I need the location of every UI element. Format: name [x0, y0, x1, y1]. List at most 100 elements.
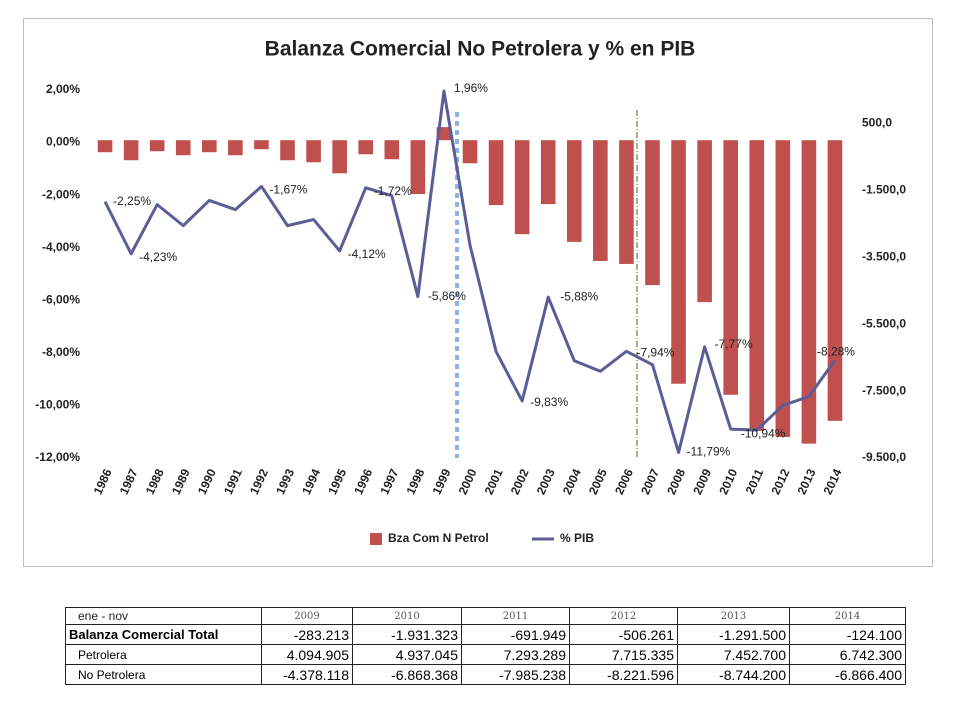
bar — [723, 140, 738, 395]
table-cell: -6.866.400 — [789, 664, 906, 685]
table-cell: 2012 — [569, 607, 678, 625]
x-tick-label: 1996 — [351, 466, 375, 496]
table-cell: 7.293.289 — [461, 644, 570, 665]
bar — [202, 140, 217, 153]
table-cell: -283.213 — [261, 624, 353, 645]
table-row: ene - nov 2009 2010 2011 2012 2013 2014 — [65, 607, 906, 625]
y-tick-label: -2,00% — [42, 187, 80, 201]
bar — [228, 140, 243, 156]
x-tick-label: 2014 — [821, 466, 845, 496]
bar — [749, 140, 765, 431]
table-cell: -1.291.500 — [677, 624, 790, 645]
x-tick-label: 2003 — [534, 466, 558, 496]
bar — [593, 140, 608, 261]
x-tick-label: 1987 — [117, 466, 141, 496]
table-cell: Petrolera — [65, 644, 262, 665]
x-tick-label: 2010 — [716, 466, 740, 496]
data-label: -7,77% — [715, 337, 753, 351]
table-cell: 2013 — [677, 607, 790, 625]
bar — [358, 140, 374, 155]
bar — [175, 140, 191, 156]
bar — [645, 140, 660, 286]
x-tick-label: 1990 — [195, 466, 219, 496]
x-tick-label: 1994 — [299, 466, 323, 496]
x-tick-label: 1986 — [91, 466, 115, 496]
x-tick-label: 1991 — [221, 466, 245, 496]
x-tick-label: 1998 — [403, 466, 427, 496]
bar — [801, 140, 817, 444]
table-cell: -691.949 — [461, 624, 570, 645]
y-tick-label: -10,00% — [35, 398, 80, 412]
x-tick-label: 2008 — [664, 466, 688, 496]
table-cell: -8.221.596 — [569, 664, 678, 685]
line — [103, 89, 837, 454]
data-label: -1,67% — [269, 183, 307, 197]
bar — [619, 140, 634, 264]
table-cell: -124.100 — [789, 624, 906, 645]
x-tick-label: 1989 — [169, 466, 193, 496]
data-label: -10,94% — [741, 426, 786, 440]
table-cell: 2010 — [352, 607, 462, 625]
y2-tick-label: 500,0 — [862, 116, 892, 130]
legend-label: % PIB — [560, 531, 594, 545]
x-tick-label: 1993 — [273, 466, 297, 496]
y2-tick-label: -3.500,0 — [862, 249, 906, 263]
bar — [514, 140, 530, 235]
table-cell: No Petrolera — [65, 664, 262, 685]
data-label: -7,94% — [636, 345, 674, 359]
x-tick-label: 1988 — [143, 466, 167, 496]
x-tick-label: 1992 — [247, 466, 271, 496]
table-cell: -6.868.368 — [352, 664, 462, 685]
x-tick-label: 2004 — [560, 466, 584, 496]
data-label: 1,96% — [454, 81, 488, 95]
bar — [540, 140, 556, 205]
bar — [671, 140, 686, 384]
bar — [97, 140, 113, 153]
table-cell: 7.452.700 — [677, 644, 790, 665]
x-tick-label: 1997 — [377, 466, 401, 496]
bar — [254, 140, 269, 150]
bar — [462, 140, 478, 164]
x-tick-label: 1995 — [325, 466, 349, 496]
bar — [149, 140, 165, 152]
x-tick-label: 2006 — [612, 466, 636, 496]
bar — [827, 140, 843, 421]
bar — [280, 140, 295, 161]
x-tick-label: 2001 — [482, 466, 506, 496]
x-tick-label: 2005 — [586, 466, 610, 496]
table-cell: 4.094.905 — [261, 644, 353, 665]
table-cell: 2011 — [461, 607, 570, 625]
y-tick-label: -12,00% — [35, 450, 80, 464]
data-label: -4,12% — [348, 247, 386, 261]
bar — [697, 140, 712, 303]
chart-frame — [23, 18, 933, 567]
data-label: -11,79% — [687, 445, 731, 459]
bar — [123, 140, 139, 161]
y-tick-label: 0,00% — [46, 135, 80, 149]
table-cell: ene - nov — [65, 607, 262, 625]
bar — [488, 140, 504, 206]
chart-title: Balanza Comercial No Petrolera y % en PI… — [265, 38, 696, 61]
y2-tick-label: -1.500,0 — [862, 183, 906, 197]
table-cell: 4.937.045 — [352, 644, 462, 665]
bar — [775, 140, 791, 437]
x-tick-label: 2000 — [456, 466, 480, 496]
table-cell: -1.931.323 — [352, 624, 462, 645]
y2-tick-label: -9.500,0 — [862, 450, 906, 464]
data-label: -1,72% — [374, 184, 412, 198]
table-cell: -7.985.238 — [461, 664, 570, 685]
y2-tick-label: -5.500,0 — [862, 316, 906, 330]
x-tick-label: 2013 — [795, 466, 819, 496]
x-tick-label: 2007 — [638, 466, 662, 496]
bar — [384, 140, 400, 160]
y-tick-label: -4,00% — [42, 240, 80, 254]
y-tick-label: -8,00% — [42, 345, 80, 359]
table-row: No Petrolera -4.378.118 -6.868.368 -7.985.2… — [65, 664, 906, 685]
legend-label: Bza Com N Petrol — [388, 531, 489, 545]
table-cell: 2014 — [789, 607, 906, 625]
table-cell: -4.378.118 — [261, 664, 353, 685]
y2-tick-label: -7.500,0 — [862, 383, 906, 397]
table-row: Petrolera 4.094.905 4.937.045 7.293.289 7.71… — [65, 644, 906, 665]
table-row: Balanza Comercial Total -283.213 -1.931.32… — [65, 624, 906, 645]
